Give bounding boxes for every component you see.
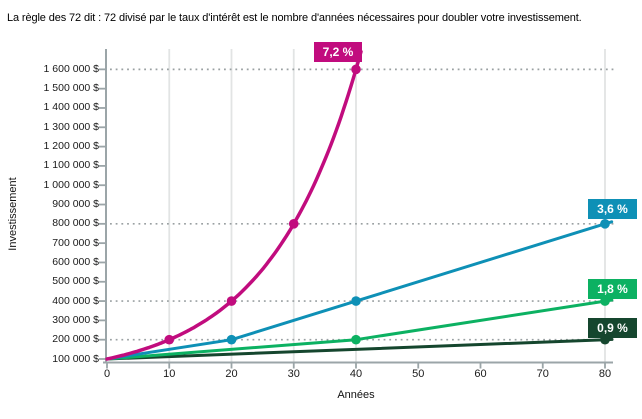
y-tick-label: 400 000 $	[52, 294, 99, 307]
y-tick-label: 500 000 $	[52, 275, 99, 288]
x-tick-label: 50	[412, 368, 425, 380]
y-tick-label: 900 000 $	[52, 198, 99, 211]
data-point	[226, 296, 237, 306]
x-tick-label: 30	[287, 368, 300, 380]
badge-rate-0-9: 0,9 %	[588, 318, 637, 338]
y-tick-label: 1 300 000 $	[43, 120, 99, 133]
x-tick-label: 70	[536, 368, 549, 380]
x-tick-label: 80	[598, 368, 612, 380]
y-tick-label: 1 000 000 $	[43, 178, 99, 191]
data-point	[288, 219, 299, 229]
badge-rate-3-6: 3,6 %	[588, 199, 637, 219]
data-point	[351, 296, 361, 306]
y-tick-label: 800 000 $	[52, 217, 99, 230]
x-tick-label: 60	[474, 368, 487, 380]
x-tick-label: 20	[225, 368, 238, 380]
x-tick-label: 0	[103, 368, 111, 380]
y-tick-label: 1 200 000 $	[43, 140, 99, 153]
y-tick-label: 300 000 $	[52, 313, 99, 326]
y-tick-label: 1 600 000 $	[43, 62, 99, 75]
y-tick-label: 100 000 $	[52, 352, 99, 365]
x-tick-label: 10	[163, 368, 176, 380]
y-tick-label: 1 100 000 $	[43, 159, 99, 172]
x-axis-label: Années	[337, 389, 375, 401]
series-line-1	[105, 49, 363, 361]
y-tick-label: 600 000 $	[52, 255, 99, 268]
y-tick-label: 700 000 $	[52, 236, 99, 249]
y-tick-label: 1 400 000 $	[43, 101, 99, 114]
data-point	[351, 334, 361, 345]
y-tick-label: 1 500 000 $	[43, 82, 99, 95]
data-point	[351, 64, 361, 75]
badge-rate-7-2: 7,2 %	[314, 42, 362, 62]
badge-rate-1-8: 1,8 %	[588, 279, 637, 299]
data-point	[600, 219, 610, 229]
data-point	[164, 334, 175, 345]
data-point	[226, 334, 237, 345]
y-tick-label: 200 000 $	[52, 333, 99, 346]
x-tick-label: 40	[349, 368, 363, 380]
chart-title: La règle des 72 dit : 72 divisé par le t…	[7, 12, 582, 24]
